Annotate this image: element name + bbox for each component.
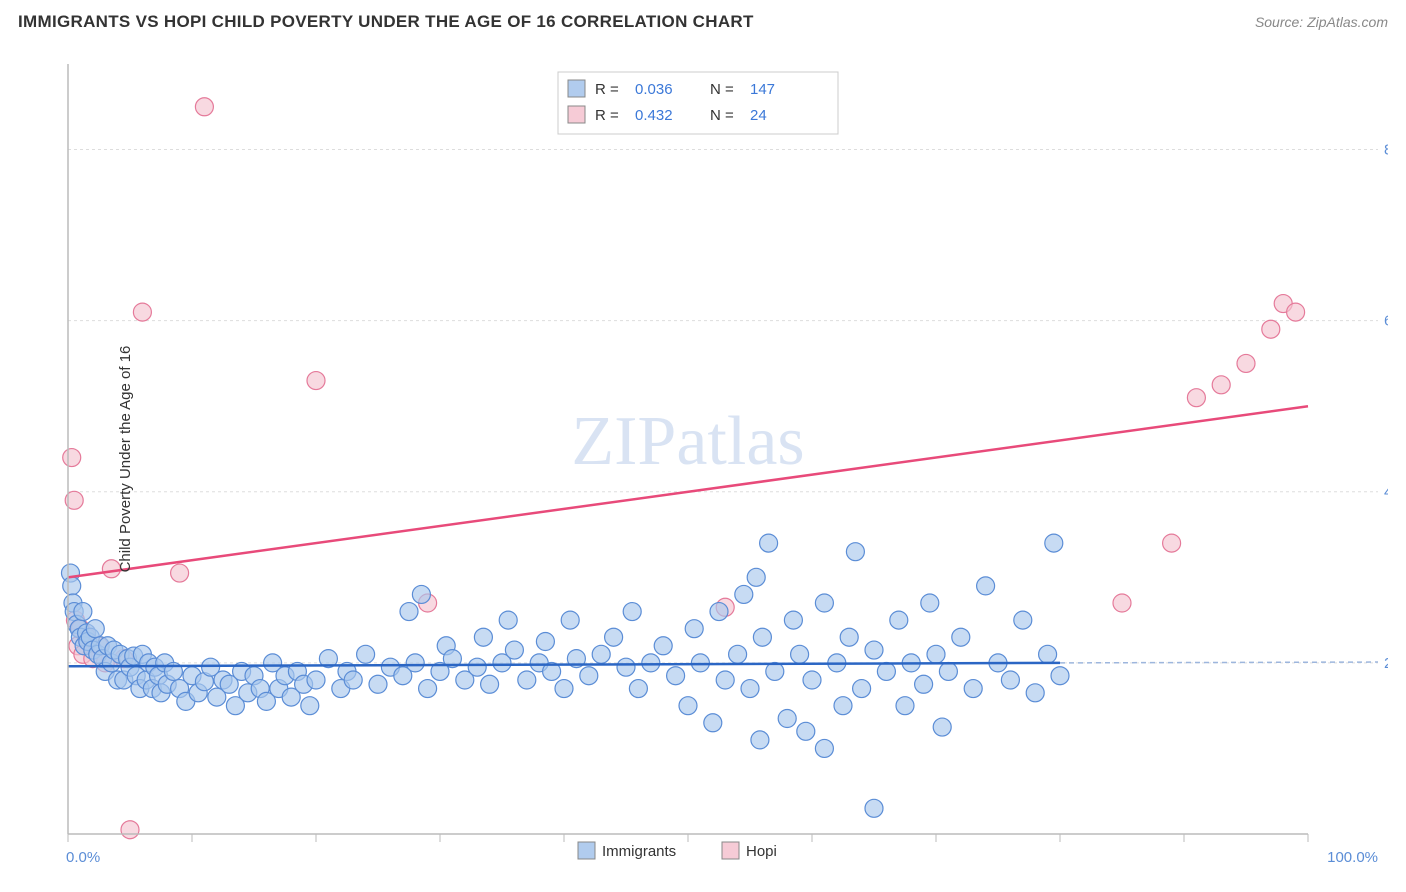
svg-text:R =: R = — [595, 107, 619, 124]
svg-text:Immigrants: Immigrants — [602, 843, 676, 860]
source-attribution: Source: ZipAtlas.com — [1255, 14, 1388, 30]
svg-text:0.036: 0.036 — [635, 81, 673, 98]
svg-text:N =: N = — [710, 107, 734, 124]
svg-text:147: 147 — [750, 81, 775, 98]
chart-container: Child Poverty Under the Age of 16 20.0% 4… — [18, 44, 1388, 874]
svg-text:60.0%: 60.0% — [1384, 313, 1388, 330]
svg-text:40.0%: 40.0% — [1384, 484, 1388, 501]
svg-text:N =: N = — [710, 81, 734, 98]
y-axis-label: Child Poverty Under the Age of 16 — [117, 346, 134, 573]
svg-text:80.0%: 80.0% — [1384, 142, 1388, 159]
svg-text:0.432: 0.432 — [635, 107, 673, 124]
scatter-chart: 20.0% 40.0% 60.0% 80.0% ZIPatlas 0.0% 100.0% Im… — [18, 44, 1388, 874]
svg-text:100.0%: 100.0% — [1327, 849, 1378, 866]
svg-text:R =: R = — [595, 81, 619, 98]
chart-title: IMMIGRANTS VS HOPI CHILD POVERTY UNDER T… — [18, 12, 754, 32]
svg-text:24: 24 — [750, 107, 767, 124]
svg-text:ZIPatlas: ZIPatlas — [571, 403, 804, 480]
svg-text:20.0%: 20.0% — [1384, 655, 1388, 672]
svg-text:0.0%: 0.0% — [66, 849, 100, 866]
svg-text:Hopi: Hopi — [746, 843, 777, 860]
